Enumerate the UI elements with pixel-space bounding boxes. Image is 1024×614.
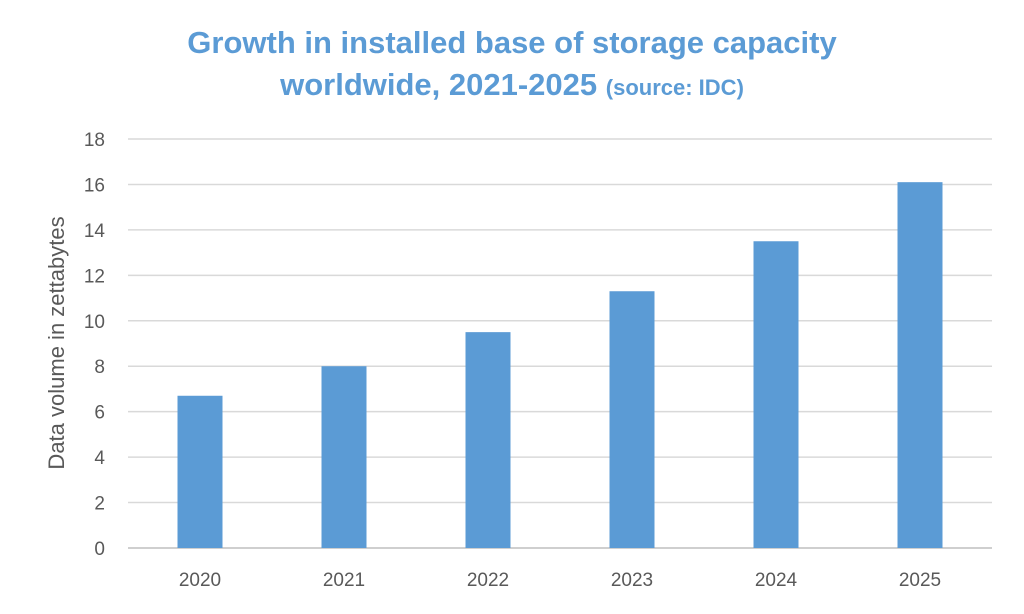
bars xyxy=(177,182,943,548)
x-tick-label: 2022 xyxy=(467,570,509,591)
y-tick-label: 8 xyxy=(94,357,105,378)
y-tick-label: 14 xyxy=(84,221,106,242)
bar-2025 xyxy=(897,182,943,548)
y-tick-label: 16 xyxy=(84,175,105,196)
y-tick-label: 10 xyxy=(84,312,105,333)
bar-2021 xyxy=(321,366,367,548)
title-source: (source: IDC) xyxy=(605,75,744,100)
y-tick-label: 6 xyxy=(94,403,105,424)
y-tick-label: 4 xyxy=(94,448,105,469)
bar-2022 xyxy=(465,332,511,548)
x-tick-labels: 2020 2021 2022 2023 2024 2025 xyxy=(179,570,941,591)
x-tick-label: 2023 xyxy=(611,570,653,591)
bar-2020 xyxy=(177,395,223,548)
y-tick-label: 2 xyxy=(94,494,105,515)
bar-2024 xyxy=(753,241,799,548)
y-tick-label: 0 xyxy=(94,539,105,560)
x-tick-label: 2025 xyxy=(899,570,941,591)
y-tick-labels: 0 2 4 6 8 10 12 14 16 18 xyxy=(84,130,106,560)
x-tick-label: 2020 xyxy=(179,570,221,591)
x-tick-label: 2021 xyxy=(323,570,365,591)
chart-title: Growth in installed base of storage capa… xyxy=(0,22,1024,109)
x-tick-label: 2024 xyxy=(755,570,798,591)
y-axis-label: Data volume in zettabytes xyxy=(44,216,69,469)
title-line-2: worldwide, 2021-2025 xyxy=(280,67,598,102)
y-tick-label: 18 xyxy=(84,130,105,151)
title-line-1: Growth in installed base of storage capa… xyxy=(187,25,837,60)
y-tick-label: 12 xyxy=(84,266,105,287)
bar-2023 xyxy=(609,291,655,548)
title-line-2-wrap: worldwide, 2021-2025 (source: IDC) xyxy=(0,64,1024,109)
gridlines xyxy=(128,138,992,549)
